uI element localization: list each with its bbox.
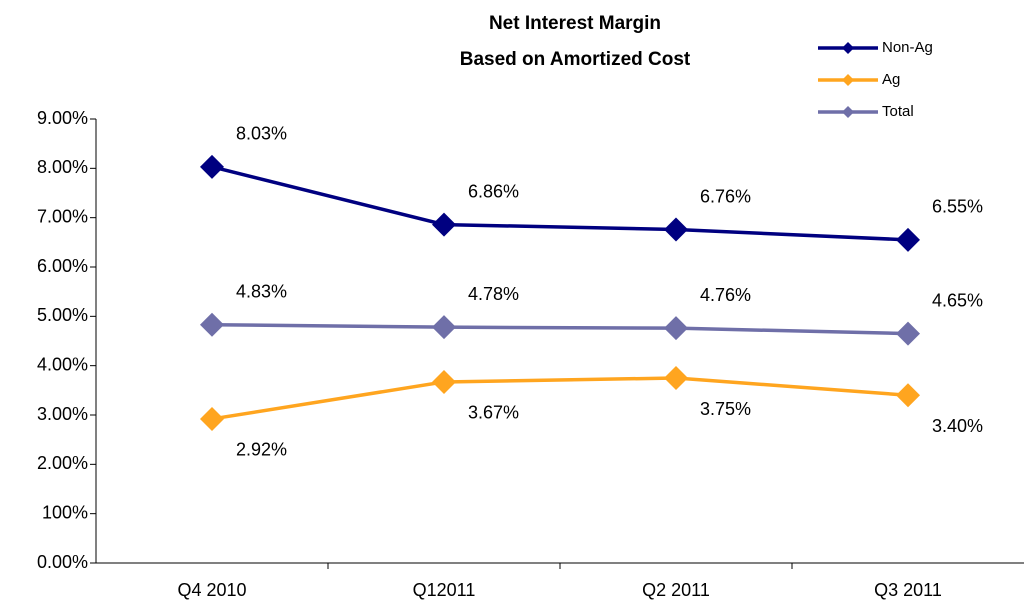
series-line (211, 376, 909, 421)
marker (664, 217, 688, 242)
marker (664, 316, 688, 341)
chart-subtitle: Based on Amortized Cost (460, 49, 691, 70)
legend-marker (842, 74, 854, 86)
y-tick-label: 7.00% (37, 206, 88, 226)
y-tick-label: 9.00% (37, 108, 88, 128)
data-label: 4.83% (236, 281, 287, 301)
y-tick-label: 2.00% (37, 453, 88, 473)
legend-label: Total (882, 103, 914, 120)
marker (432, 369, 456, 394)
marker (896, 321, 920, 346)
y-tick-label: 8.00% (37, 157, 88, 177)
x-tick-label: Q3 2011 (874, 580, 942, 600)
data-label: 2.92% (236, 440, 287, 460)
data-label: 3.75% (700, 399, 751, 419)
data-label: 4.78% (468, 284, 519, 304)
marker (896, 227, 920, 252)
x-tick-label: Q12011 (413, 580, 476, 600)
data-label: 8.03% (236, 124, 287, 144)
data-label: 3.40% (932, 416, 983, 436)
y-tick-label: 5.00% (37, 305, 88, 325)
marker (432, 212, 456, 237)
data-label: 3.67% (468, 403, 519, 423)
x-tick-label: Q2 2011 (642, 580, 710, 600)
marker (200, 312, 224, 337)
marker (896, 383, 920, 408)
marker (664, 366, 688, 390)
data-label: 6.55% (932, 197, 983, 217)
legend-label: Non-Ag (882, 39, 933, 56)
y-tick-label: 0.00% (37, 552, 88, 572)
legend-label: Ag (882, 71, 900, 88)
marker (432, 315, 456, 340)
series-line (211, 322, 909, 336)
legend-marker (842, 106, 854, 118)
chart-title: Net Interest Margin (489, 13, 661, 34)
data-label: 4.65% (932, 290, 983, 310)
y-tick-label: 100% (42, 502, 88, 522)
marker (200, 406, 224, 431)
y-tick-label: 3.00% (37, 404, 88, 424)
y-tick-label: 4.00% (37, 354, 88, 374)
marker (200, 154, 224, 179)
series-line (211, 165, 909, 242)
data-label: 6.76% (700, 186, 751, 206)
legend-marker (842, 42, 854, 54)
x-tick-label: Q4 2010 (177, 580, 246, 600)
y-tick-label: 6.00% (37, 256, 88, 276)
data-label: 6.86% (468, 181, 519, 201)
data-label: 4.76% (700, 285, 751, 305)
